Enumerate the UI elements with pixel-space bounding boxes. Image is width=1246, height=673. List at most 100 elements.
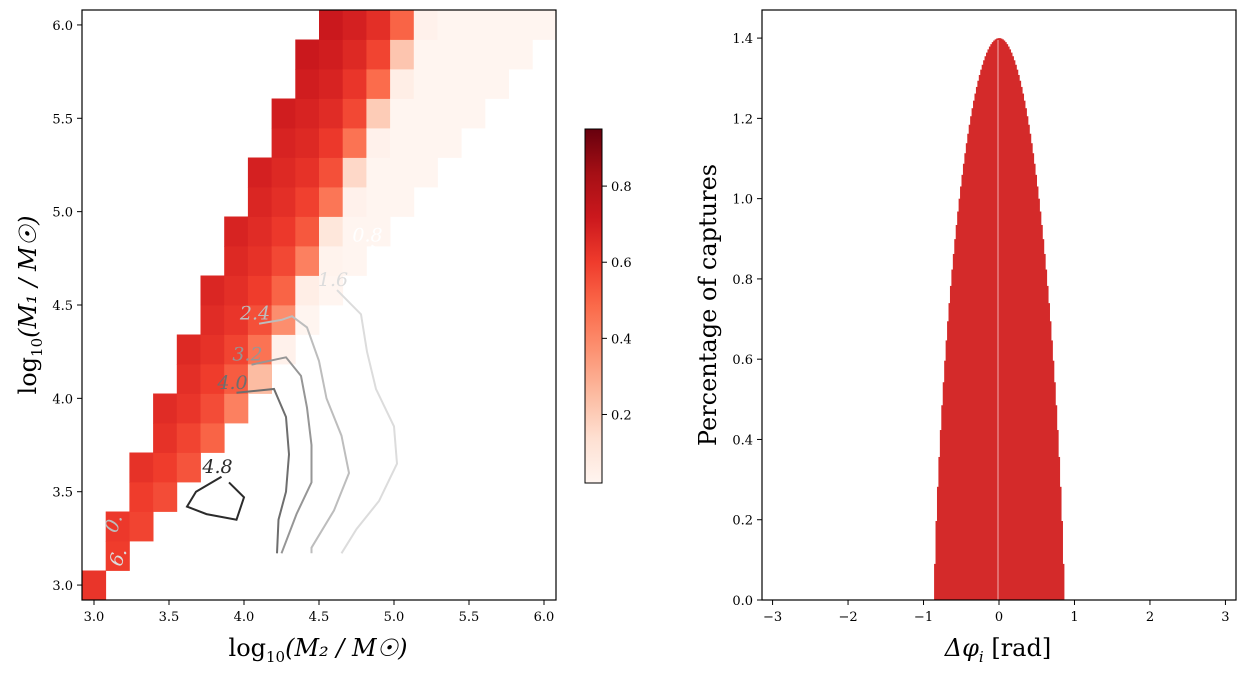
heatmap-cell: [342, 187, 367, 217]
histogram-bar: [1032, 153, 1035, 600]
x-tick-label: 5.5: [459, 610, 480, 625]
heatmap-cell: [271, 246, 296, 276]
x-tick-label: −3: [763, 610, 782, 625]
y-tick-label: 1.0: [732, 193, 753, 208]
histogram-bar: [939, 430, 942, 600]
x-tick-label: 6.0: [534, 610, 555, 625]
histogram-bar: [955, 225, 958, 600]
heatmap-cell: [247, 305, 272, 335]
contour-lines: 0.81.62.43.24.04.80.6.: [100, 224, 453, 569]
x-tick-label: 2: [1146, 610, 1154, 625]
heatmap-cell: [342, 10, 367, 40]
histogram-bar: [1020, 86, 1023, 601]
heatmap-cell: [413, 157, 438, 188]
histogram-bar: [947, 321, 950, 600]
heatmap-cell: [413, 39, 438, 70]
histogram-bar: [1030, 143, 1033, 600]
contour-label: 1.6: [318, 269, 348, 291]
contour-label: 4.8: [201, 456, 232, 478]
heatmap-cell: [342, 128, 367, 158]
heatmap-cell: [390, 187, 415, 217]
heatmap-cell: [200, 334, 225, 365]
y-tick-label: 6.0: [52, 19, 73, 34]
heatmap-cell: [390, 39, 415, 70]
heatmap-cell: [319, 128, 344, 158]
histogram-bar: [997, 38, 1000, 600]
heatmap-cell: [461, 69, 486, 99]
heatmap-cell: [508, 10, 533, 40]
heatmap-cell: [390, 128, 415, 158]
heatmap-cell: [153, 423, 178, 453]
histogram-bar: [1050, 340, 1053, 600]
heatmap-cell: [271, 216, 296, 247]
histogram-bar: [1010, 52, 1013, 601]
heatmap-cell: [153, 482, 178, 512]
heatmap-cell: [200, 275, 225, 306]
heatmap-cell: [366, 10, 391, 40]
histogram-bar: [1048, 303, 1050, 600]
histogram-bar: [1006, 44, 1009, 601]
histogram-bar: [1001, 39, 1004, 600]
histogram-bar: [1000, 38, 1003, 601]
colorbar-gradient: [584, 128, 603, 484]
heatmap-cell: [319, 275, 344, 306]
y-tick-label: 0.0: [732, 594, 753, 609]
x-tick-label: 3: [1221, 610, 1229, 625]
heatmap-x-label: log10(M₂ / M☉): [229, 634, 408, 666]
histogram-bar: [1056, 430, 1059, 600]
contour-line: [258, 315, 351, 554]
histogram-bar: [945, 340, 948, 600]
histogram-bar: [988, 46, 991, 601]
histogram-bar: [938, 456, 941, 600]
histogram-bar: [986, 52, 988, 601]
heatmap-cell: [319, 187, 344, 217]
heatmap-cell: [271, 275, 296, 306]
heatmap-cell: [319, 10, 344, 40]
histogram-bar: [951, 269, 954, 600]
y-tick-label: 0.2: [732, 514, 753, 529]
histogram-bar: [1009, 49, 1012, 600]
heatmap-cells: [82, 10, 557, 601]
y-tick-label: 0.4: [732, 433, 753, 448]
histogram-bar: [1016, 69, 1019, 600]
y-tick-label: 3.5: [52, 486, 73, 501]
heatmap-cell: [413, 10, 438, 40]
x-tick-label: −2: [838, 610, 857, 625]
heatmap-cell: [224, 246, 249, 276]
heatmap-panel: 0.81.62.43.24.04.80.6. 3.0 3.5 4.0 4.5 5.0 5.…: [14, 9, 557, 666]
heatmap-cell: [319, 246, 344, 276]
heatmap-cell: [508, 39, 533, 70]
histogram-bar: [993, 40, 996, 600]
histogram-bar: [954, 239, 957, 600]
histogram-y-label: Percentage of captures: [694, 164, 722, 446]
heatmap-cell: [224, 393, 249, 424]
heatmap-cell: [200, 423, 225, 453]
histogram-bar: [1043, 253, 1046, 601]
heatmap-cell: [437, 39, 462, 70]
histogram-bar: [1049, 321, 1052, 600]
heatmap-cell: [176, 452, 201, 483]
heatmap-cell: [176, 334, 201, 365]
heatmap-cell: [366, 128, 391, 158]
y-tick-label: 5.5: [52, 112, 73, 127]
colorbar: 0.2 0.4 0.6 0.8: [584, 128, 632, 484]
heatmap-cell: [295, 187, 320, 217]
heatmap-cell: [413, 69, 438, 99]
heatmap-cell: [295, 98, 320, 129]
histogram-bar: [968, 124, 971, 601]
histogram-bar: [935, 521, 938, 600]
histogram-bar: [973, 100, 975, 601]
histogram-bar: [990, 44, 993, 601]
histogram-bar: [1062, 563, 1065, 600]
heatmap-cell: [153, 452, 178, 483]
colorbar-tick-label: 0.6: [611, 256, 632, 271]
histogram-bar: [948, 303, 951, 600]
histogram-x-label: Δφi [rad]: [944, 634, 1051, 666]
heatmap-cell: [271, 98, 296, 129]
heatmap-cell: [390, 98, 415, 129]
y-tick-label: 1.2: [732, 112, 753, 127]
x-tick-label: 4.5: [309, 610, 330, 625]
heatmap-cell: [342, 39, 367, 70]
heatmap-cell: [342, 157, 367, 188]
heatmap-cell: [247, 216, 272, 247]
